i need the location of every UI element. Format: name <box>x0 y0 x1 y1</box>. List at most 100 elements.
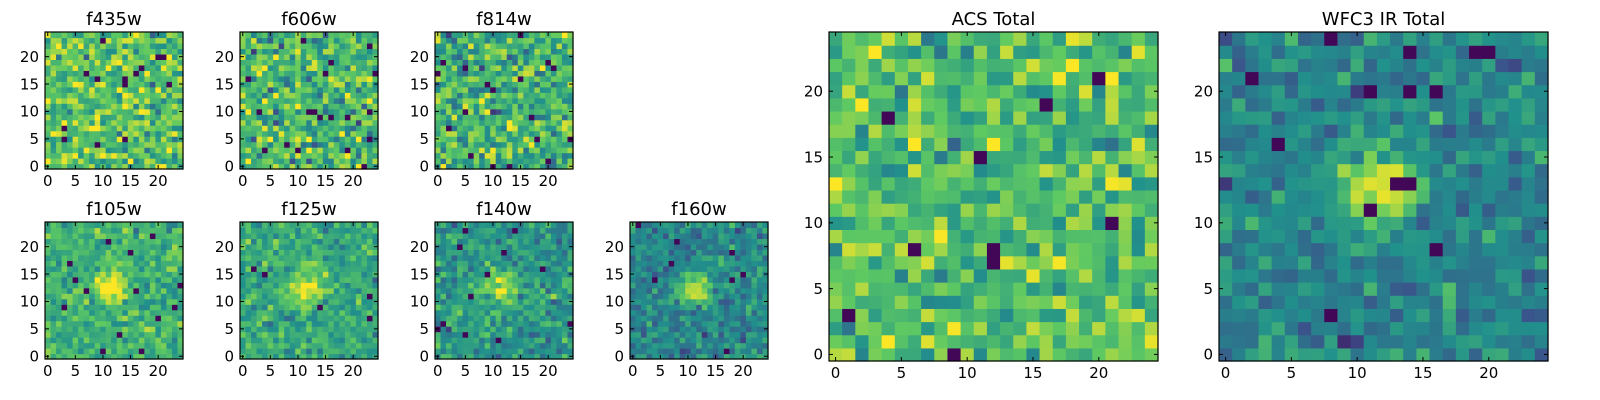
heatmap-cell <box>567 293 574 300</box>
heatmap-cell <box>881 321 896 336</box>
heatmap-cell <box>539 32 546 39</box>
heatmap-cell <box>138 287 145 294</box>
heatmap-cell <box>127 238 134 245</box>
heatmap-cell <box>372 265 379 272</box>
heatmap-cell <box>72 108 79 115</box>
heatmap-cell <box>50 238 57 245</box>
axes-frame <box>239 221 379 360</box>
heatmap-cell <box>907 295 922 309</box>
heatmap-cell <box>355 320 363 327</box>
heatmap-cell <box>61 348 68 355</box>
heatmap-cell <box>361 114 368 121</box>
heatmap-cell <box>490 42 497 50</box>
heatmap-cell <box>122 304 129 311</box>
heatmap-cell <box>83 147 90 154</box>
heatmap-cell <box>149 125 156 132</box>
heatmap-cell <box>251 348 258 355</box>
heatmap-cell <box>267 147 274 154</box>
heatmap-cell <box>317 70 324 77</box>
heatmap-cell <box>372 147 379 154</box>
heatmap-cell <box>317 287 324 294</box>
heatmap-cell <box>1026 321 1041 336</box>
heatmap-cell <box>122 97 129 104</box>
heatmap-cell <box>94 287 101 294</box>
heatmap-cell <box>652 232 659 240</box>
heatmap-cell <box>155 59 162 66</box>
heatmap-cell <box>745 287 753 294</box>
heatmap-cell <box>100 227 107 234</box>
heatmap-cell <box>72 342 79 349</box>
heatmap-cell <box>451 147 458 154</box>
heatmap-cell <box>171 163 179 170</box>
heatmap-cell <box>652 287 659 294</box>
heatmap-cell <box>986 268 1001 283</box>
heatmap-cell <box>762 337 769 344</box>
heatmap-cell <box>457 48 464 55</box>
heatmap-cell <box>1105 216 1120 230</box>
heatmap-cell <box>300 232 307 240</box>
heatmap-cell <box>372 320 379 327</box>
heatmap-cell <box>350 48 357 55</box>
heatmap-cell <box>155 260 162 267</box>
heatmap-cell <box>177 315 184 322</box>
heatmap-cell <box>339 59 346 66</box>
heatmap-cell <box>149 293 156 300</box>
heatmap-cell <box>177 293 184 300</box>
heatmap-cell <box>105 32 112 39</box>
heatmap-cell <box>366 254 374 261</box>
heatmap-cell <box>295 320 302 327</box>
heatmap-cell <box>300 342 307 349</box>
heatmap-cell <box>440 304 447 311</box>
heatmap-cell <box>127 37 134 44</box>
heatmap-cell <box>561 114 569 121</box>
heatmap-cell <box>635 222 642 229</box>
heatmap-cell <box>501 163 508 170</box>
heatmap-cell <box>344 254 351 261</box>
heatmap-cell <box>479 353 486 360</box>
heatmap-cell <box>78 53 85 60</box>
heatmap-cell <box>751 320 758 327</box>
heatmap-cell <box>160 254 168 261</box>
heatmap-cell <box>100 276 107 283</box>
heatmap-cell <box>567 304 574 311</box>
heatmap-cell <box>50 75 57 82</box>
heatmap-cell <box>155 103 162 110</box>
heatmap-cell <box>561 232 569 240</box>
heatmap-cell <box>361 81 368 88</box>
heatmap-cell <box>355 265 363 272</box>
heatmap-cell <box>56 130 63 137</box>
heatmap-cell <box>723 260 730 267</box>
heatmap-cell <box>907 308 922 323</box>
heatmap-cell <box>528 125 535 132</box>
heatmap-cell <box>446 260 453 267</box>
heatmap-cell <box>251 163 258 170</box>
heatmap-cell <box>501 276 508 283</box>
heatmap-cell <box>133 53 140 60</box>
heatmap-cell <box>446 287 453 294</box>
heatmap-cell <box>100 309 107 316</box>
heatmap-cell <box>133 86 140 93</box>
heatmap-cell <box>251 254 258 261</box>
heatmap-cell <box>712 271 719 278</box>
heatmap-cell <box>550 158 558 165</box>
heatmap-cell <box>556 48 563 55</box>
heatmap-cell <box>921 295 935 309</box>
heatmap-cell <box>78 337 85 344</box>
heatmap-cell <box>122 59 129 66</box>
heatmap-cell <box>355 130 363 137</box>
heatmap-cell <box>350 119 357 126</box>
heatmap-cell <box>284 86 291 93</box>
heatmap-cell <box>72 130 79 137</box>
heatmap-cell <box>105 152 112 159</box>
heatmap-cell <box>267 271 274 278</box>
heatmap-cell <box>1013 334 1027 349</box>
heatmap-cell <box>528 320 535 327</box>
heatmap-cell <box>317 232 324 240</box>
heatmap-cell <box>160 348 168 355</box>
heatmap-cell <box>506 265 513 272</box>
heatmap-cell <box>133 108 140 115</box>
heatmap-cell <box>144 158 151 165</box>
heatmap-cell <box>149 147 156 154</box>
heatmap-cell <box>528 70 535 77</box>
